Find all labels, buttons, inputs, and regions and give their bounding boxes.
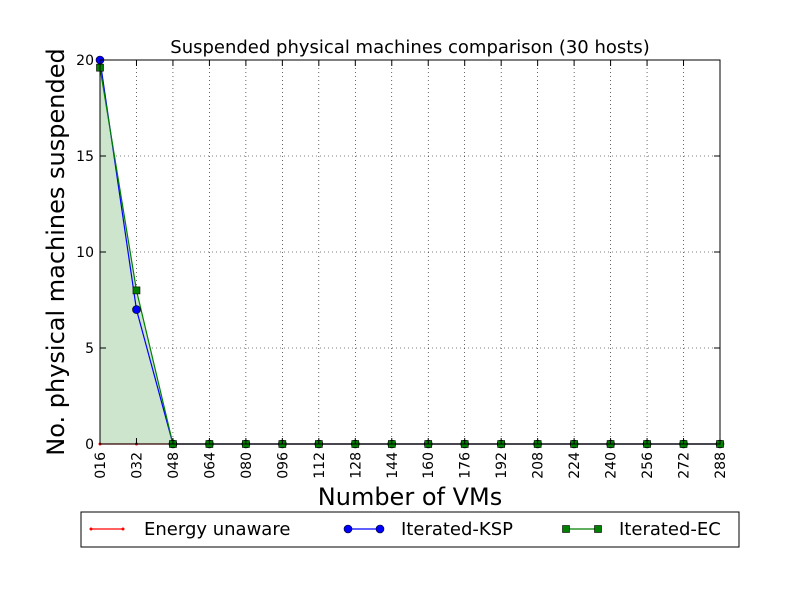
y-tick-label: 0 xyxy=(85,437,94,453)
legend-marker-iterated-ec xyxy=(562,525,570,533)
x-tick-label: 224 xyxy=(567,452,583,479)
y-tick-label: 5 xyxy=(85,341,94,357)
x-tick-label: 288 xyxy=(713,452,729,479)
legend: Energy unaware Iterated-KSP Iterated-EC xyxy=(80,511,740,548)
x-tick-label: 032 xyxy=(129,452,145,479)
x-tick-label: 080 xyxy=(239,452,255,479)
x-tick-label: 160 xyxy=(421,452,437,479)
y-tick-label: 20 xyxy=(76,53,94,69)
y-tick-label: 10 xyxy=(76,245,94,261)
x-tick-label: 176 xyxy=(458,452,474,479)
x-tick-label: 144 xyxy=(385,452,401,479)
legend-label-iterated-ksp: Iterated-KSP xyxy=(401,519,513,540)
series-line-iterated-ec xyxy=(99,67,720,445)
x-tick-label: 048 xyxy=(166,452,182,479)
point-iterated-ec xyxy=(132,286,141,295)
legend-marker-iterated-ksp xyxy=(343,524,353,534)
x-tick-label: 096 xyxy=(275,452,291,479)
x-tick-label: 112 xyxy=(312,452,328,479)
point-iterated-ksp xyxy=(132,305,141,314)
grid xyxy=(99,59,721,445)
chart-title: Suspended physical machines comparison (… xyxy=(170,37,649,58)
legend-label-energy-unaware: Energy unaware xyxy=(144,519,290,540)
series-markers xyxy=(95,55,725,449)
legend-marker-iterated-ec xyxy=(594,525,602,533)
y-tick-label: 15 xyxy=(76,149,94,165)
legend-marker-energy-unaware xyxy=(121,527,125,531)
legend-marker-iterated-ksp xyxy=(375,524,385,534)
area-fills xyxy=(100,67,720,445)
x-tick-label: 208 xyxy=(531,452,547,479)
y-axis-label: No. physical machines suspended xyxy=(42,48,70,455)
x-tick-label: 240 xyxy=(604,452,620,479)
x-axis-label: Number of VMs xyxy=(318,483,502,511)
x-tick-label: 256 xyxy=(640,452,656,479)
x-tick-label: 128 xyxy=(348,452,364,479)
legend-marker-energy-unaware xyxy=(89,527,93,531)
x-tick-label: 016 xyxy=(93,452,109,479)
legend-frame xyxy=(80,511,740,548)
x-tick-label: 272 xyxy=(677,452,693,479)
y-axis-ticks: 0 5 10 15 20 xyxy=(76,53,720,453)
x-tick-label: 192 xyxy=(494,452,510,479)
legend-label-iterated-ec: Iterated-EC xyxy=(619,519,721,540)
area-fill-iterated-ec xyxy=(100,67,720,445)
x-tick-label: 064 xyxy=(202,452,218,479)
x-axis-ticks: 016 032 048 064 080 096 112 128 144 160 176 192 208 2… xyxy=(93,60,729,479)
